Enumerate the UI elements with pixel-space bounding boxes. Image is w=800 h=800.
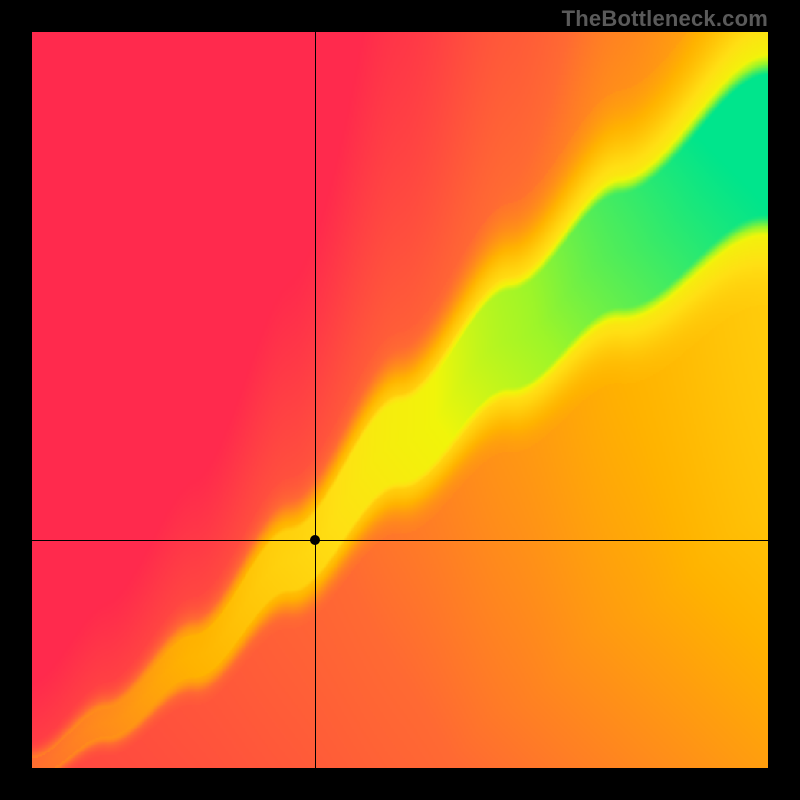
crosshair-marker: [310, 535, 320, 545]
watermark-text: TheBottleneck.com: [562, 6, 768, 32]
heatmap-plot: [32, 32, 768, 768]
crosshair-horizontal: [32, 540, 768, 541]
heatmap-canvas: [32, 32, 768, 768]
crosshair-vertical: [315, 32, 316, 768]
